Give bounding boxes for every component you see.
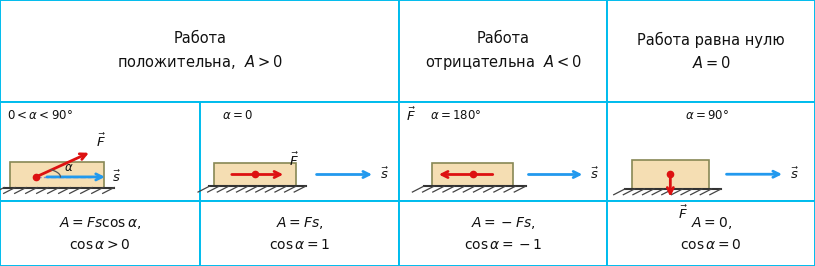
Text: $A = -Fs,$
$\cos\alpha = -1$: $A = -Fs,$ $\cos\alpha = -1$ [464, 215, 543, 252]
Text: $A = Fs\cos\alpha,$
$\cos\alpha > 0$: $A = Fs\cos\alpha,$ $\cos\alpha > 0$ [59, 215, 141, 252]
Text: $A = 0,$
$\cos\alpha = 0$: $A = 0,$ $\cos\alpha = 0$ [681, 215, 742, 252]
Text: $A = Fs,$
$\cos\alpha = 1$: $A = Fs,$ $\cos\alpha = 1$ [269, 215, 330, 252]
Bar [432, 163, 513, 186]
Bar [607, 201, 815, 266]
Bar [200, 102, 399, 201]
Bar [10, 162, 104, 188]
Text: Работа
отрицательна  $\mathit{A}<0$: Работа отрицательна $\mathit{A}<0$ [425, 31, 582, 72]
Text: $\vec{F}$: $\vec{F}$ [289, 151, 299, 169]
Text: $\vec{s}$: $\vec{s}$ [380, 167, 390, 182]
Bar [607, 0, 815, 102]
Bar [632, 160, 709, 189]
Bar [214, 163, 296, 186]
Text: $\vec{F}$: $\vec{F}$ [406, 106, 416, 124]
Bar [200, 201, 399, 266]
Bar [399, 0, 607, 102]
Bar [399, 201, 607, 266]
Text: $\vec{s}$: $\vec{s}$ [790, 167, 800, 182]
Text: $\vec{F}$: $\vec{F}$ [96, 133, 106, 150]
Text: $\alpha=0$: $\alpha=0$ [222, 109, 253, 122]
Bar [399, 102, 607, 201]
Bar [0, 0, 399, 102]
Bar [0, 201, 200, 266]
Bar [607, 102, 815, 201]
Text: $\alpha=180°$: $\alpha=180°$ [430, 109, 482, 122]
Text: $\vec{F}$: $\vec{F}$ [679, 205, 689, 222]
Text: Работа равна нулю
$\mathit{A}=0$: Работа равна нулю $\mathit{A}=0$ [637, 32, 785, 70]
Text: $0<\alpha<90°$: $0<\alpha<90°$ [7, 109, 73, 122]
Text: $\alpha=90°$: $\alpha=90°$ [685, 109, 729, 122]
Text: $\alpha$: $\alpha$ [64, 161, 73, 174]
Bar [0, 102, 200, 201]
Text: $\vec{s}$: $\vec{s}$ [590, 167, 600, 182]
Text: Работа
положительна,  $\mathit{A}>0$: Работа положительна, $\mathit{A}>0$ [117, 31, 283, 71]
Text: $\vec{s}$: $\vec{s}$ [112, 169, 121, 185]
